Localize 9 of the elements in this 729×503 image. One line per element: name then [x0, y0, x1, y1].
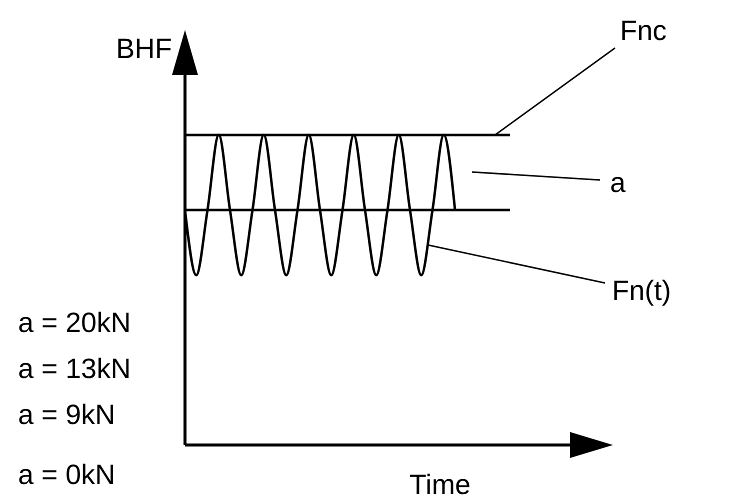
text: a = 13kN	[18, 353, 131, 384]
text: a = 0kN	[18, 459, 116, 490]
x-axis-title: Time	[409, 469, 471, 500]
text: a	[610, 167, 626, 198]
text: a = 20kN	[18, 307, 131, 338]
y-axis-title: BHF	[116, 33, 172, 64]
text: Fn(t)	[612, 275, 672, 306]
text: a = 9kN	[18, 399, 116, 430]
ref-line-label: Fnc	[620, 15, 667, 46]
